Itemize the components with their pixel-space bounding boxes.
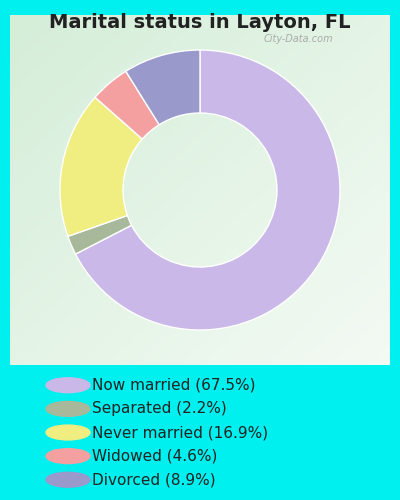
- Wedge shape: [126, 50, 200, 124]
- Circle shape: [46, 378, 90, 392]
- Circle shape: [46, 472, 90, 487]
- Wedge shape: [95, 72, 159, 139]
- Text: Now married (67.5%): Now married (67.5%): [92, 378, 256, 393]
- Circle shape: [46, 448, 90, 464]
- Wedge shape: [76, 50, 340, 330]
- Text: Divorced (8.9%): Divorced (8.9%): [92, 472, 216, 487]
- Text: Separated (2.2%): Separated (2.2%): [92, 402, 227, 416]
- Text: Widowed (4.6%): Widowed (4.6%): [92, 448, 217, 464]
- Text: Marital status in Layton, FL: Marital status in Layton, FL: [49, 12, 351, 32]
- Circle shape: [46, 402, 90, 416]
- Text: City-Data.com: City-Data.com: [263, 34, 333, 44]
- Wedge shape: [60, 98, 142, 236]
- Wedge shape: [68, 216, 132, 254]
- Circle shape: [46, 425, 90, 440]
- Text: Never married (16.9%): Never married (16.9%): [92, 425, 268, 440]
